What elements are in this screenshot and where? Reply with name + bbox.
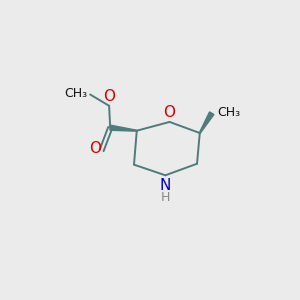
Polygon shape (200, 112, 214, 133)
Text: H: H (161, 191, 170, 204)
Text: O: O (88, 141, 101, 156)
Text: O: O (103, 89, 115, 104)
Text: CH₃: CH₃ (64, 87, 87, 100)
Text: N: N (160, 178, 171, 193)
Polygon shape (110, 125, 137, 131)
Text: O: O (164, 105, 175, 120)
Text: CH₃: CH₃ (217, 106, 240, 118)
